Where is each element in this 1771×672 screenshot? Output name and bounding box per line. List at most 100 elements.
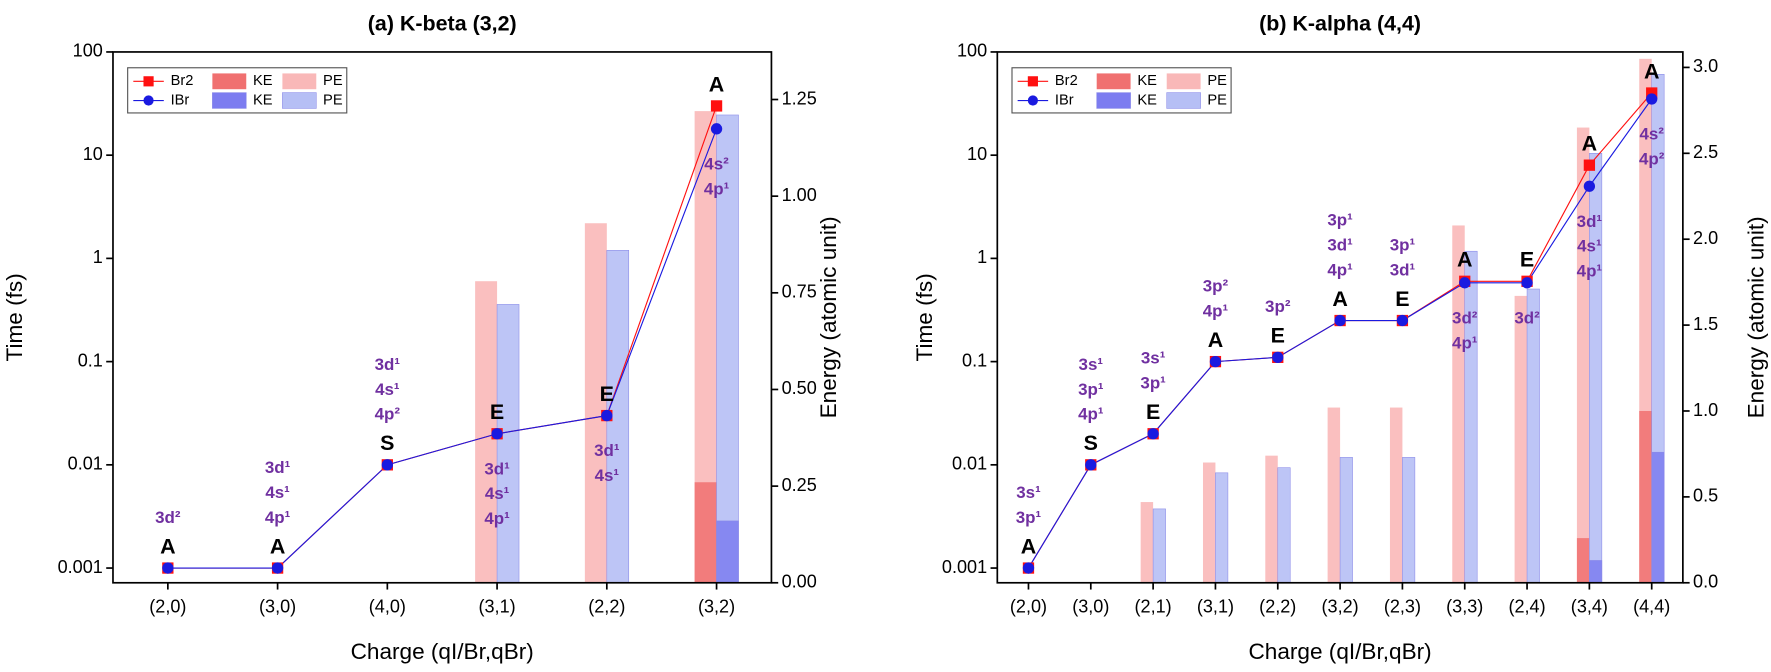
chart: (a) K-beta (3,2) Charge (qI/Br,qBr) Time (… — [2, 12, 841, 664]
config-label: 3p¹ — [1390, 235, 1416, 254]
config-label: 4p¹ — [484, 509, 510, 528]
y-axis-label: Time (fs) — [2, 273, 27, 361]
bar — [1152, 508, 1166, 584]
series-marker — [381, 459, 393, 471]
x-tick-label: (2,2) — [588, 596, 625, 616]
x-tick-label: (3,2) — [698, 596, 735, 616]
legend-label: KE — [1137, 92, 1157, 108]
y2-axis-label: Energy (atomic unit) — [816, 216, 841, 418]
point-label: A — [1332, 287, 1347, 311]
x-tick-label: (2,0) — [149, 596, 186, 616]
y2-tick-label: 1.25 — [782, 88, 817, 108]
y2-tick-label: 0.5 — [1693, 486, 1718, 506]
config-label: 3d¹ — [1577, 212, 1603, 231]
series-marker — [1022, 562, 1035, 574]
bar — [1514, 295, 1528, 583]
series-marker — [491, 428, 503, 440]
y-tick-label: 0.01 — [952, 454, 987, 474]
bar — [1526, 288, 1540, 584]
config-label: 4p¹ — [1078, 405, 1104, 424]
point-label: E — [1395, 287, 1409, 311]
config-label: 4s¹ — [375, 380, 400, 399]
legend-label: KE — [1137, 73, 1157, 89]
point-label: S — [380, 431, 394, 455]
series-marker — [1646, 93, 1658, 105]
y-tick-label: 0.1 — [78, 350, 103, 370]
x-tick-label: (2,0) — [1010, 596, 1047, 616]
legend-label: Br2 — [1055, 73, 1078, 89]
bar — [1452, 225, 1465, 583]
chart: (b) K-alpha (4,4) Charge (qI/Br,qBr) Time … — [912, 12, 1768, 664]
series-marker — [162, 562, 174, 574]
config-label: 3s¹ — [1079, 355, 1104, 374]
point-label: A — [270, 534, 285, 558]
x-tick-label: (2,3) — [1384, 596, 1421, 616]
series-marker — [1521, 277, 1533, 289]
bar — [1389, 407, 1403, 583]
y2-tick-label: 3.0 — [1693, 56, 1718, 76]
x-tick-label: (3,4) — [1571, 596, 1608, 616]
point-label: A — [1457, 248, 1472, 272]
legend-swatch — [212, 73, 247, 90]
series-marker — [710, 123, 723, 135]
y2-tick-label: 0.75 — [782, 282, 817, 302]
series-marker — [601, 409, 613, 422]
config-label: 3p¹ — [1016, 508, 1042, 527]
y2-tick-label: 1.0 — [1693, 400, 1718, 420]
config-label: 3d² — [1514, 308, 1540, 327]
series-marker — [1459, 277, 1471, 289]
bar — [694, 111, 717, 583]
legend-label: PE — [323, 73, 343, 89]
point-label: A — [160, 534, 175, 558]
series-marker — [1085, 459, 1097, 471]
config-label: 3p¹ — [1078, 380, 1104, 399]
config-label: 4s¹ — [485, 484, 510, 503]
series-marker — [1583, 180, 1596, 192]
x-tick-label: (2,4) — [1508, 596, 1545, 616]
config-label: 4p² — [1639, 149, 1665, 168]
y2-tick-label: 1.5 — [1693, 314, 1718, 334]
legend-swatch — [1166, 73, 1201, 90]
legend-swatch — [212, 92, 247, 109]
y-tick-label: 10 — [967, 144, 987, 164]
legend-marker — [143, 95, 154, 106]
series-line — [167, 105, 718, 569]
config-label: 3d¹ — [265, 458, 291, 477]
y2-tick-label: 0.50 — [782, 378, 817, 398]
legend-label: KE — [253, 92, 273, 108]
config-label: 4s¹ — [595, 466, 620, 485]
config-label: 4p² — [375, 405, 401, 424]
point-label: A — [1582, 132, 1597, 156]
y-axis-label: Time (fs) — [912, 273, 937, 361]
legend-swatch — [1096, 92, 1131, 109]
y2-tick-label: 0.00 — [782, 572, 817, 592]
legend-swatch — [282, 92, 317, 109]
bar — [1576, 127, 1590, 583]
y2-tick-label: 0.0 — [1693, 572, 1718, 592]
config-label: 3p² — [1203, 277, 1229, 296]
legend-label: PE — [1207, 92, 1227, 108]
config-label: 4s² — [1639, 125, 1664, 144]
config-label: 4s¹ — [265, 483, 290, 502]
config-label: 3s¹ — [1016, 483, 1041, 502]
x-tick-label: (4,4) — [1633, 596, 1670, 616]
series-marker — [271, 562, 284, 574]
legend-label: PE — [323, 92, 343, 108]
bar — [1402, 457, 1416, 584]
y-tick-label: 100 — [957, 41, 987, 61]
bar — [475, 281, 498, 583]
y-tick-label: 1 — [93, 247, 103, 267]
bar — [496, 304, 520, 584]
bar — [1327, 407, 1341, 583]
config-label: 3d² — [1452, 308, 1478, 327]
config-label: 4p¹ — [704, 179, 730, 198]
y-tick-label: 10 — [83, 144, 103, 164]
legend-label: PE — [1207, 73, 1227, 89]
point-label: A — [709, 72, 724, 96]
config-label: 3d¹ — [1327, 235, 1353, 254]
x-axis-label: Charge (qI/Br,qBr) — [351, 639, 534, 664]
x-tick-label: (3,1) — [1197, 596, 1234, 616]
y2-tick-label: 2.0 — [1693, 228, 1718, 248]
series-marker — [1646, 87, 1658, 99]
point-label: A — [1208, 328, 1223, 352]
